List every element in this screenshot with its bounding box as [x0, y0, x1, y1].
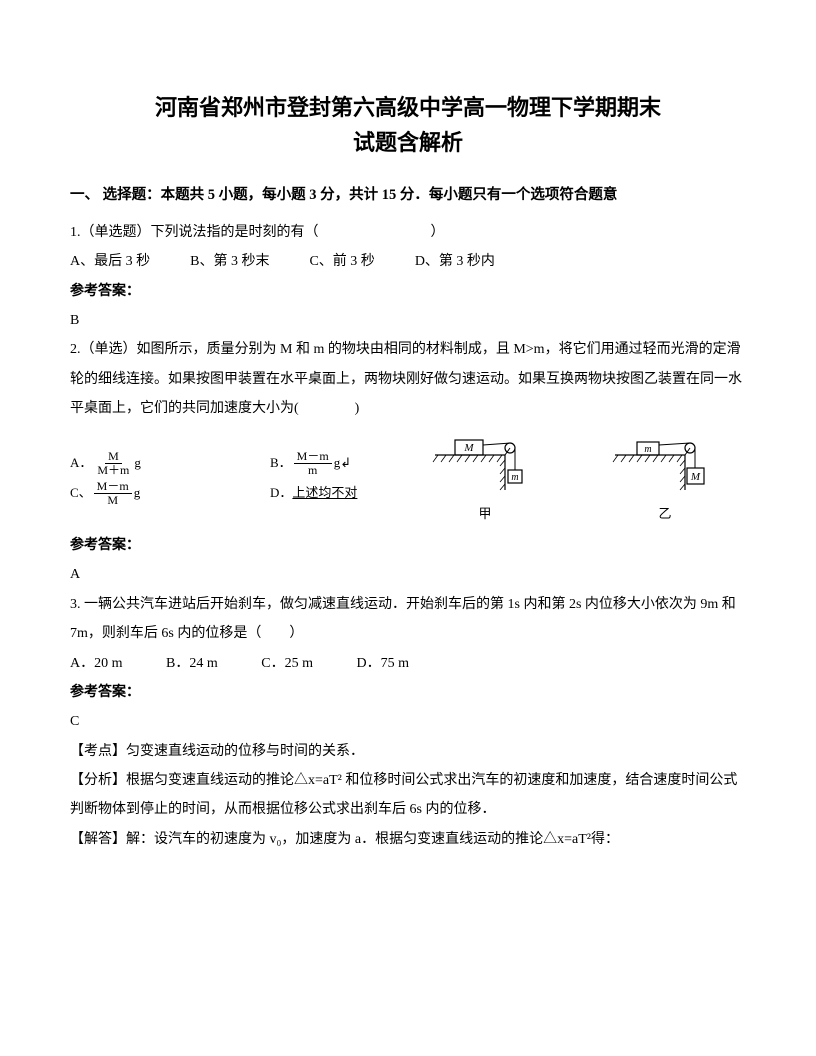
- pulley-diagram-1-icon: M m: [430, 430, 540, 500]
- q2-stem: 2.（单选）如图所示，质量分别为 M 和 m 的物块由相同的材料制成，且 M>m…: [70, 335, 746, 423]
- q2-options-and-figures: A． M M＋m g C、 M－m M g B． M－m: [70, 430, 746, 527]
- fig1-caption: 甲: [430, 500, 540, 527]
- q2-optB-suffix: g↲: [334, 454, 351, 472]
- title-line1: 河南省郑州市登封第六高级中学高一物理下学期期末: [155, 95, 661, 120]
- exam-page: 河南省郑州市登封第六高级中学高一物理下学期期末 试题含解析 一、 选择题：本题共…: [0, 0, 816, 894]
- q2-answer-label: 参考答案：: [70, 531, 746, 560]
- fig2-M-label: M: [690, 471, 701, 483]
- q3-optC: C．25 m: [261, 649, 313, 678]
- fig2-caption: 乙: [610, 500, 720, 527]
- q2-optB-num: M－m: [294, 450, 332, 464]
- q2-opts-col1: A． M M＋m g C、 M－m M g: [70, 448, 270, 508]
- q2-optA-den: M＋m: [94, 464, 132, 477]
- q3-optB: B．24 m: [166, 649, 218, 678]
- q2-optA-prefix: A．: [70, 454, 92, 472]
- q2-optC-prefix: C、: [70, 484, 92, 502]
- q2-optC-suffix: g: [134, 484, 141, 502]
- fig1-m-label: m: [511, 472, 518, 483]
- page-title: 河南省郑州市登封第六高级中学高一物理下学期期末 试题含解析: [70, 90, 746, 160]
- q3-jieda: 【解答】解：设汽车的初速度为 v₀，加速度为 a．根据匀变速直线运动的推论△x=…: [70, 825, 746, 854]
- q2-opts-col2: B． M－m m g↲ D．上述均不对: [270, 448, 430, 508]
- q2-optA-frac: M M＋m: [94, 450, 132, 477]
- q1-answer: B: [70, 306, 746, 335]
- q2-optC-num: M－m: [94, 480, 132, 494]
- q2-optB-prefix: B．: [270, 454, 292, 472]
- fig1-M-label: M: [463, 442, 474, 454]
- q2-optA-suffix: g: [134, 454, 141, 472]
- q2-optC-den: M: [104, 494, 121, 507]
- q1-optA: A、最后 3 秒: [70, 247, 150, 276]
- q3-kaodian: 【考点】匀变速直线运动的位移与时间的关系．: [70, 737, 746, 766]
- q2-optD: D．上述均不对: [270, 478, 430, 508]
- q3-options: A．20 m B．24 m C．25 m D．75 m: [70, 649, 746, 678]
- q3-optD: D．75 m: [356, 649, 409, 678]
- q2-answer: A: [70, 560, 746, 589]
- q2-optD-under: 上述均不对: [292, 485, 357, 500]
- q2-optA: A． M M＋m g: [70, 448, 270, 478]
- q1-optD: D、第 3 秒内: [415, 247, 495, 276]
- q1-stem: 1.（单选题）下列说法指的是时刻的有（ ）: [70, 218, 746, 247]
- q2-optB: B． M－m m g↲: [270, 448, 430, 478]
- q3-answer-label: 参考答案：: [70, 678, 746, 707]
- q1-optC: C、前 3 秒: [309, 247, 374, 276]
- q1-optB: B、第 3 秒末: [190, 247, 269, 276]
- q3-stem: 3. 一辆公共汽车进站后开始刹车，做匀减速直线运动．开始刹车后的第 1s 内和第…: [70, 590, 746, 649]
- q3-fenxi: 【分析】根据匀变速直线运动的推论△x=aT² 和位移时间公式求出汽车的初速度和加…: [70, 766, 746, 825]
- q2-figures: M m 甲: [430, 430, 746, 527]
- q2-optD-text: D．上述均不对: [270, 484, 357, 502]
- q2-optC-frac: M－m M: [94, 480, 132, 507]
- q3-optA: A．20 m: [70, 649, 123, 678]
- q2-figure2: m M 乙: [610, 430, 720, 527]
- q1-answer-label: 参考答案：: [70, 277, 746, 306]
- fig2-m-label: m: [644, 444, 651, 455]
- q1-options: A、最后 3 秒 B、第 3 秒末 C、前 3 秒 D、第 3 秒内: [70, 247, 746, 276]
- title-line2: 试题含解析: [353, 130, 463, 155]
- q2-figure1: M m 甲: [430, 430, 540, 527]
- q2-optB-den: m: [305, 464, 320, 477]
- q2-optA-num: M: [105, 450, 122, 464]
- pulley-diagram-2-icon: m M: [610, 430, 720, 500]
- q2-optC: C、 M－m M g: [70, 478, 270, 508]
- section1-header: 一、 选择题：本题共 5 小题，每小题 3 分，共计 15 分．每小题只有一个选…: [70, 182, 746, 210]
- q2-optB-frac: M－m m: [294, 450, 332, 477]
- q3-answer: C: [70, 707, 746, 736]
